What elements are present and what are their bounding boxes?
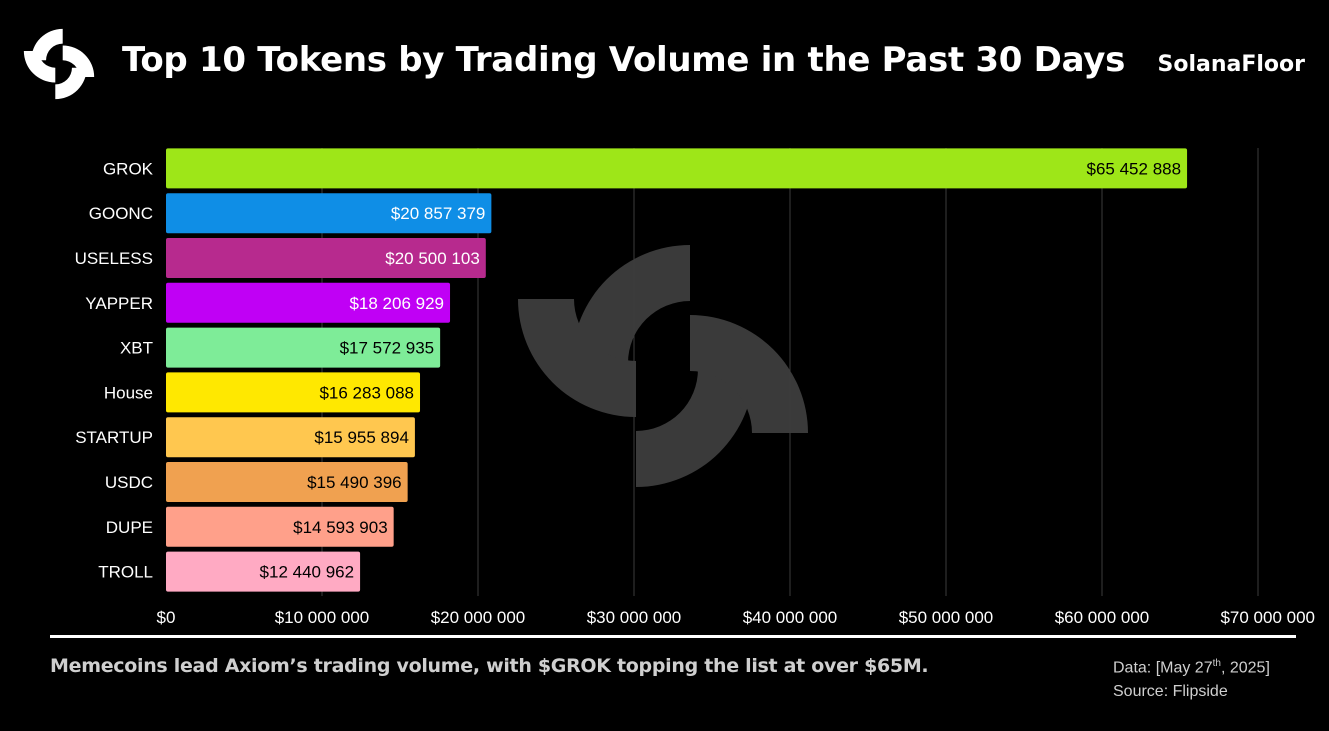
bars xyxy=(166,148,1188,592)
bar-value-label: $15 955 894 xyxy=(314,428,409,447)
bar-grok xyxy=(166,148,1188,189)
logo-arc-right xyxy=(62,45,95,77)
bar-value-label: $15 490 396 xyxy=(307,473,402,492)
bar-value-label: $65 452 888 xyxy=(1087,159,1182,178)
bar-value-label: $16 283 088 xyxy=(319,383,414,402)
x-tick-label: $0 xyxy=(157,608,176,627)
data-date: Data: [May 27th, 2025] xyxy=(1113,658,1270,677)
category-label: STARTUP xyxy=(75,428,153,447)
footer-meta: Data: [May 27th, 2025] Source: Flipside xyxy=(1113,652,1270,704)
chart-title: Top 10 Tokens by Trading Volume in the P… xyxy=(122,40,1126,80)
data-source: Source: Flipside xyxy=(1113,683,1228,701)
bar-value-label: $17 572 935 xyxy=(340,339,435,358)
x-gridlines xyxy=(321,148,1259,596)
watermark-arc-bottom xyxy=(636,369,754,487)
logo-arc-bottom xyxy=(55,67,87,100)
bar-goonc xyxy=(166,193,492,234)
footer-divider xyxy=(50,635,1296,638)
bar-chart: $65 452 888 $20 857 379 $20 500 103 $18 206… xyxy=(75,148,1315,627)
bar-yapper xyxy=(166,282,451,323)
x-tick-label: $60 000 000 xyxy=(1055,608,1150,627)
bar-house xyxy=(166,372,421,413)
category-label: DUPE xyxy=(106,518,153,537)
watermark-logo-icon xyxy=(518,245,808,487)
bar-value-label: $12 440 962 xyxy=(260,563,355,582)
brand-name: SolanaFloor xyxy=(1157,52,1305,77)
x-tick-label: $70 000 000 xyxy=(1220,608,1315,627)
bar-xbt xyxy=(166,327,441,368)
x-tick-label: $40 000 000 xyxy=(743,608,838,627)
header: Top 10 Tokens by Trading Volume in the P… xyxy=(0,0,1329,120)
logo-arc-top xyxy=(31,28,63,61)
category-labels: GROK GOONC USELESS YAPPER XBT House STARTUP USD… xyxy=(75,159,154,581)
bar-value-label: $18 206 929 xyxy=(349,294,444,313)
bar-useless xyxy=(166,238,486,278)
bar-usdc xyxy=(166,462,408,502)
solanafloor-logo-icon xyxy=(23,28,95,100)
bar-value-label: $14 593 903 xyxy=(293,518,388,537)
category-label: XBT xyxy=(120,339,153,358)
watermark-arc-right xyxy=(690,315,808,433)
category-label: YAPPER xyxy=(85,294,153,313)
bar-troll xyxy=(166,551,361,592)
watermark-arc-top xyxy=(572,245,690,363)
x-tick-label: $50 000 000 xyxy=(899,608,994,627)
bar-value-label: $20 857 379 xyxy=(391,204,486,223)
bar-dupe xyxy=(166,506,394,547)
bar-value-labels: $65 452 888 $20 857 379 $20 500 103 $18 206… xyxy=(260,159,1182,581)
x-tick-label: $20 000 000 xyxy=(431,608,526,627)
category-label: USDC xyxy=(105,473,153,492)
category-label: GOONC xyxy=(89,204,153,223)
bar-value-label: $20 500 103 xyxy=(385,249,480,268)
footer-caption: Memecoins lead Axiom’s trading volume, w… xyxy=(50,655,929,677)
x-tick-label: $10 000 000 xyxy=(275,608,370,627)
category-label: TROLL xyxy=(98,563,153,582)
x-tick-labels: $0 $10 000 000 $20 000 000 $30 000 000 $40 0… xyxy=(157,608,1315,627)
category-label: GROK xyxy=(103,159,154,178)
logo-arc-left xyxy=(23,51,56,83)
category-label: USELESS xyxy=(75,249,153,268)
bar-startup xyxy=(166,417,415,458)
category-label: House xyxy=(104,383,153,402)
watermark-arc-left xyxy=(518,299,636,417)
x-tick-label: $30 000 000 xyxy=(587,608,682,627)
